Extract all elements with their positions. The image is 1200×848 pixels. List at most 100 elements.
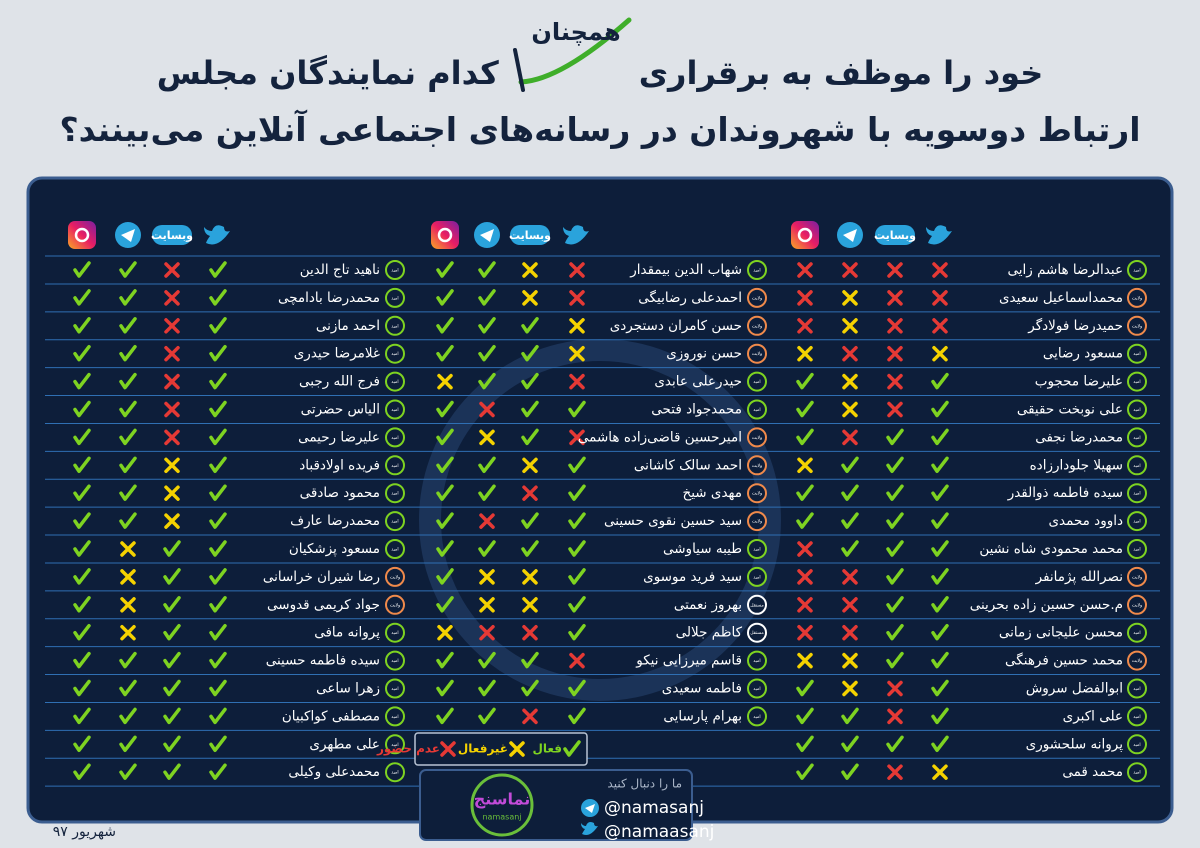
inactive-mark xyxy=(120,624,136,641)
check-mark xyxy=(931,512,949,529)
absent-mark xyxy=(164,262,180,278)
instagram-icon xyxy=(431,221,459,249)
absent-mark xyxy=(164,401,180,418)
faction-badge xyxy=(1127,622,1147,643)
check-mark xyxy=(521,540,539,557)
check-mark xyxy=(568,707,586,725)
faction-badge xyxy=(747,706,767,727)
faction-badge xyxy=(1127,566,1147,587)
telegram-plane xyxy=(480,229,494,242)
check-mark xyxy=(73,512,91,529)
faction-badge xyxy=(385,706,405,727)
absent-mark xyxy=(164,290,180,306)
check-mark xyxy=(73,568,91,585)
check-mark xyxy=(209,707,227,725)
check-mark xyxy=(436,456,454,474)
absent-mark xyxy=(842,262,858,278)
absent-mark xyxy=(797,569,813,585)
absent-mark xyxy=(569,373,585,390)
faction-label: امید xyxy=(391,324,398,329)
faction-badge xyxy=(1127,650,1147,671)
inactive-mark xyxy=(164,485,180,501)
faction-badge xyxy=(747,678,767,699)
member-name: کاظم جلالی xyxy=(676,625,743,641)
member-name: شهاب الدین بیمقدار xyxy=(629,262,742,278)
check-mark xyxy=(209,428,227,446)
absent-mark xyxy=(479,513,495,529)
check-mark xyxy=(521,651,539,669)
check-mark xyxy=(796,400,814,418)
faction-label: ولایت xyxy=(1132,603,1142,608)
title-part: خود را موظف به برقراری xyxy=(638,54,1044,92)
member-name: علیرضا محجوب xyxy=(1035,374,1123,390)
instagram-lens xyxy=(437,227,453,243)
member-name: ناهید تاج الدین xyxy=(300,262,380,278)
check-mark xyxy=(841,763,859,780)
check-mark xyxy=(119,428,137,446)
faction-badge xyxy=(385,566,405,587)
check-mark xyxy=(931,679,949,697)
inactive-mark xyxy=(120,569,136,585)
faction-badge xyxy=(747,315,767,336)
title-highlight: همچنان xyxy=(509,17,632,92)
faction-badge xyxy=(385,539,405,559)
absent-mark xyxy=(164,345,180,362)
absent-mark xyxy=(797,624,813,641)
legend-box xyxy=(414,732,588,766)
faction-badge xyxy=(1127,678,1147,699)
check-mark xyxy=(478,344,496,362)
faction-label: امید xyxy=(1133,436,1140,441)
check-mark xyxy=(163,568,181,585)
check-mark xyxy=(436,679,454,697)
check-mark xyxy=(931,568,949,585)
check-mark xyxy=(521,317,539,334)
faction-badge xyxy=(1127,483,1147,504)
faction-badge xyxy=(1127,511,1147,532)
check-mark xyxy=(119,456,137,474)
faction-label: ولایت xyxy=(752,436,762,441)
check-mark xyxy=(568,456,586,474)
inactive-mark xyxy=(842,652,858,669)
check-mark xyxy=(209,651,227,669)
absent-mark xyxy=(932,318,948,334)
inactive-mark xyxy=(479,597,495,613)
member-name: مهدی شیخ xyxy=(683,485,743,501)
check-mark xyxy=(73,456,91,474)
faction-label: امید xyxy=(391,269,398,274)
member-name: علیرضا رحیمی xyxy=(298,429,380,445)
member-name: عبدالرضا هاشم زایی xyxy=(1008,262,1124,278)
absent-mark xyxy=(932,290,948,306)
faction-badge xyxy=(385,622,405,643)
inactive-mark xyxy=(437,373,453,390)
check-mark xyxy=(73,735,91,753)
absent-mark xyxy=(842,624,858,641)
faction-badge xyxy=(385,427,405,448)
check-mark xyxy=(209,763,227,780)
faction-label: ولایت xyxy=(390,603,400,608)
twitter-icon xyxy=(926,225,952,245)
faction-badge xyxy=(1127,762,1147,783)
check-mark xyxy=(209,512,227,529)
check-mark xyxy=(119,512,137,529)
faction-badge xyxy=(1127,539,1147,559)
faction-label: امید xyxy=(1133,269,1140,274)
check-mark xyxy=(209,623,227,641)
check-mark xyxy=(209,735,227,753)
faction-label: امید xyxy=(1133,408,1140,413)
check-mark xyxy=(436,568,454,585)
member-name: بهرام پارسایی xyxy=(663,708,742,724)
check-mark xyxy=(73,428,91,446)
absent-mark xyxy=(164,429,180,446)
absent-mark xyxy=(522,485,538,501)
member-name: احمدعلی رضابیگی xyxy=(638,289,742,306)
member-name: احمد مازنی xyxy=(316,318,380,334)
website-badge xyxy=(152,225,192,245)
absent-mark xyxy=(887,345,903,362)
member-name: سیده فاطمه حسینی xyxy=(266,653,380,669)
absent-mark xyxy=(887,401,903,418)
check-mark xyxy=(931,428,949,446)
check-mark xyxy=(478,372,496,390)
logo-ring xyxy=(470,773,534,837)
